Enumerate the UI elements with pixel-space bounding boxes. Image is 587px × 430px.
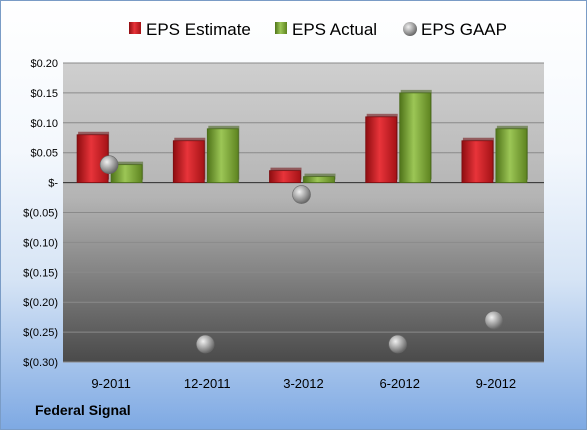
- eps-actual-bar: [399, 92, 432, 183]
- eps-estimate-bar: [365, 116, 398, 183]
- legend-label: EPS Estimate: [146, 20, 251, 39]
- legend-swatch-estimate: [129, 22, 141, 34]
- y-tick-label: $(0.30): [23, 357, 58, 369]
- legend-swatch-actual: [275, 22, 287, 34]
- y-tick-label: $-: [48, 178, 58, 190]
- eps-actual-bar: [206, 128, 239, 183]
- eps-actual-bar: [303, 176, 335, 183]
- eps-gaap-point: [99, 155, 119, 174]
- category-label: 6-2012: [379, 376, 419, 391]
- eps-gaap-point: [196, 334, 215, 354]
- eps-actual-bar: [495, 128, 528, 183]
- y-tick-label: $0.10: [30, 118, 58, 130]
- category-label: 12-2011: [184, 376, 231, 391]
- eps-estimate-bar: [172, 140, 205, 184]
- legend-swatch-gaap: [403, 22, 417, 36]
- y-tick-label: $(0.25): [23, 327, 58, 339]
- eps-estimate-bar: [461, 140, 494, 184]
- y-tick-label: $(0.15): [23, 267, 58, 279]
- y-tick-label: $0.15: [30, 88, 58, 100]
- eps-gaap-point: [292, 185, 311, 204]
- legend-label: EPS Actual: [292, 20, 377, 39]
- eps-gaap-point: [388, 334, 408, 354]
- eps-gaap-point: [484, 310, 504, 330]
- category-label: 9-2011: [91, 376, 131, 391]
- y-tick-label: $0.05: [30, 148, 58, 160]
- y-tick-label: $(0.20): [23, 297, 58, 309]
- category-label: 3-2012: [283, 376, 323, 391]
- company-name: Federal Signal: [35, 402, 131, 418]
- eps-estimate-bar: [269, 170, 301, 183]
- y-tick-label: $(0.05): [23, 208, 58, 220]
- y-tick-label: $(0.10): [23, 237, 58, 249]
- legend-label: EPS GAAP: [421, 20, 507, 39]
- y-tick-label: $0.20: [30, 58, 58, 70]
- category-label: 9-2012: [476, 376, 516, 391]
